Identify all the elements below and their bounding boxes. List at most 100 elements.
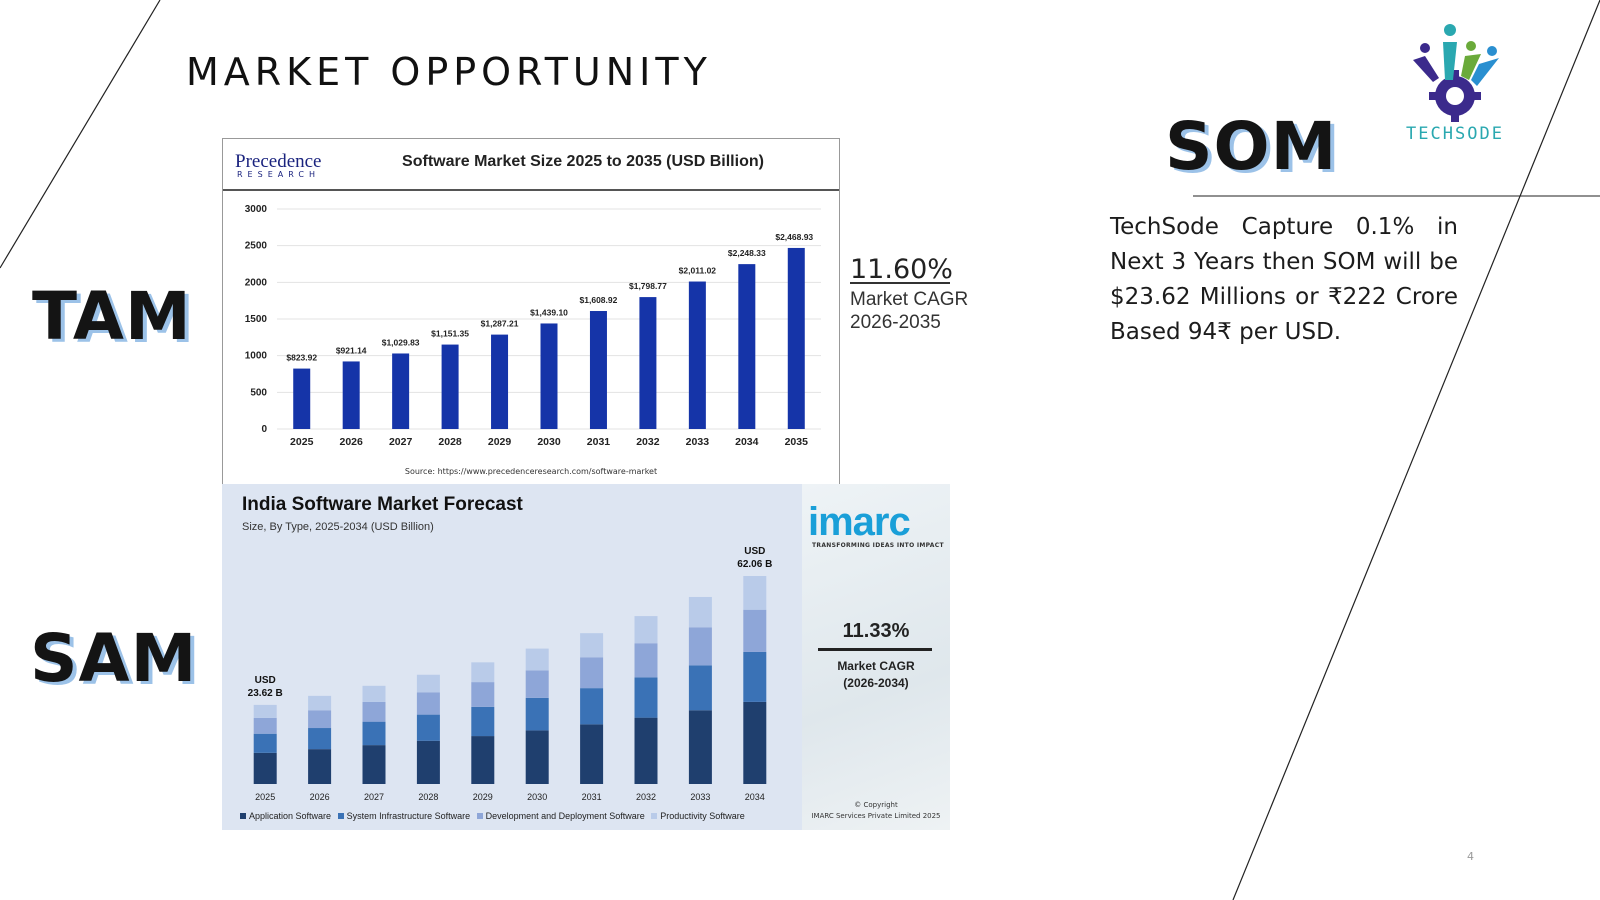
chart1-bar — [639, 297, 657, 429]
chart1-plot: 0 500 1000 1500 2000 2500 3000 $823.92 2025 $921.… — [245, 204, 821, 448]
chart1-data-label: $1,798.77 — [629, 281, 667, 291]
chart2-bar-segment — [471, 706, 495, 737]
chart1-bar — [342, 361, 360, 429]
chart2-bar-segment — [688, 665, 712, 711]
chart2-bar-segment — [743, 609, 767, 652]
chart1-data-label: $1,439.10 — [530, 307, 568, 317]
chart1-xtick-label: 2028 — [438, 436, 462, 448]
imarc-cagr-label: Market CAGR (2026-2034) — [802, 658, 950, 692]
chart2-bar-segment — [525, 648, 549, 671]
som-label: SOM — [1165, 108, 1338, 185]
chart2-bar-segment — [362, 701, 386, 722]
chart2-start-label-line2: 23.62 B — [248, 688, 283, 699]
chart2-bar-segment — [416, 740, 440, 784]
chart2-bar-segment — [580, 633, 604, 658]
chart1-xtick-label: 2029 — [488, 436, 512, 448]
precedence-logo-sub: RESEARCH — [237, 170, 320, 179]
chart1-xtick-label: 2027 — [389, 436, 413, 448]
chart2-bar-segment — [416, 692, 440, 715]
som-description: TechSode Capture 0.1% in Next 3 Years th… — [1110, 214, 1458, 345]
chart1-xtick-label: 2032 — [636, 436, 660, 448]
chart2-bar-segment — [362, 721, 386, 746]
chart1-data-label: $2,248.33 — [728, 248, 766, 258]
chart2-bar-segment — [253, 704, 277, 718]
chart1-ytick-label: 500 — [250, 387, 267, 398]
chart2-bar-segment — [743, 651, 767, 702]
chart2-bar-segment — [416, 714, 440, 741]
chart2-bar-segment — [688, 710, 712, 784]
chart2-xtick-label: 2031 — [582, 792, 602, 802]
chart2-bar-segment — [362, 745, 386, 784]
chart1-data-label: $1,608.92 — [580, 295, 618, 305]
tam-cagr-label-line2: 2026-2035 — [850, 312, 941, 333]
chart2-bar-segment — [743, 701, 767, 784]
chart1-data-label: $1,029.83 — [382, 337, 420, 347]
chart1-source: Source: https://www.precedenceresearch.c… — [404, 467, 658, 476]
chart1-ytick-label: 1500 — [245, 314, 268, 325]
chart2-end-label-line1: USD — [744, 546, 765, 557]
chart2-bar-segment — [634, 677, 658, 718]
chart2-xtick-label: 2033 — [690, 792, 710, 802]
tam-cagr-underline — [850, 282, 950, 284]
chart1-header: Precedence RESEARCH Software Market Size… — [223, 139, 839, 191]
chart2-xtick-label: 2032 — [636, 792, 656, 802]
chart2-xtick-label: 2030 — [527, 792, 547, 802]
chart2-bar-segment — [634, 717, 658, 784]
chart2-bar-segment — [580, 724, 604, 784]
chart2-bar-segment — [580, 657, 604, 689]
chart1-data-label: $1,151.35 — [431, 329, 469, 339]
chart2-bar-segment — [688, 596, 712, 628]
chart1-xtick-label: 2025 — [290, 436, 314, 448]
chart2-xtick-label: 2026 — [310, 792, 330, 802]
chart1-bar — [293, 368, 311, 429]
diagonal-line-right — [1232, 0, 1600, 900]
techsode-logo — [1413, 24, 1499, 122]
chart2-xtick-label: 2029 — [473, 792, 493, 802]
chart2-bar-segment — [253, 733, 277, 753]
chart1-bar — [491, 334, 509, 429]
chart1-ytick-label: 1000 — [245, 351, 268, 362]
imarc-logo: imarc — [808, 500, 911, 544]
imarc-cagr-label-line1: Market CAGR — [837, 659, 915, 673]
chart1-xtick-label: 2026 — [340, 436, 364, 448]
chart2-bar-segment — [308, 695, 332, 711]
chart2-title: India Software Market Forecast — [242, 494, 523, 515]
imarc-cagr-label-line2: (2026-2034) — [843, 676, 909, 690]
chart2-bar-segment — [525, 670, 549, 698]
chart2-bar-segment — [308, 710, 332, 729]
legend-swatch-system — [337, 813, 344, 819]
chart2-xtick-label: 2028 — [418, 792, 438, 802]
chart1-bar — [392, 353, 410, 429]
chart1-xtick-label: 2034 — [735, 436, 759, 448]
chart2-bar-segment — [743, 576, 767, 610]
chart1-xtick-label: 2033 — [686, 436, 710, 448]
chart2-bar-segment — [634, 616, 658, 644]
chart1-ytick-label: 3000 — [245, 204, 268, 215]
imarc-copyright-line1: © Copyright — [854, 801, 898, 809]
diagonal-line-left — [0, 0, 161, 269]
chart2-bar-segment — [362, 685, 386, 702]
legend-swatch-application — [240, 813, 246, 819]
chart1-xtick-label: 2035 — [785, 436, 809, 448]
chart2-bar-segment — [253, 752, 277, 784]
imarc-copyright: © Copyright IMARC Services Private Limit… — [802, 800, 950, 822]
tam-cagr-label: Market CAGR 2026-2035 — [850, 288, 968, 334]
chart2-bar-segment — [471, 662, 495, 683]
imarc-cagr-divider — [818, 648, 932, 651]
tam-cagr-label-line1: Market CAGR — [850, 289, 969, 310]
tam-cagr-value: 11.60% — [850, 254, 953, 285]
chart2-bar-segment — [253, 717, 277, 734]
chart1-data-label: $2,468.93 — [775, 232, 813, 242]
chart2-bar-segment — [471, 682, 495, 707]
chart2-legend: Application Software System Infrastructu… — [236, 811, 745, 821]
chart1-data-label: $2,011.02 — [679, 266, 717, 276]
chart2-bar-segment — [525, 697, 549, 731]
india-market-chart: India Software Market Forecast Size, By … — [222, 484, 802, 830]
chart1-data-label: $1,287.21 — [481, 319, 519, 329]
chart1-ytick-label: 2500 — [245, 241, 268, 252]
chart1-bar — [441, 344, 459, 429]
chart2-bar-segment — [416, 674, 440, 693]
people-icon — [1413, 24, 1499, 86]
chart1-bar — [688, 281, 706, 429]
